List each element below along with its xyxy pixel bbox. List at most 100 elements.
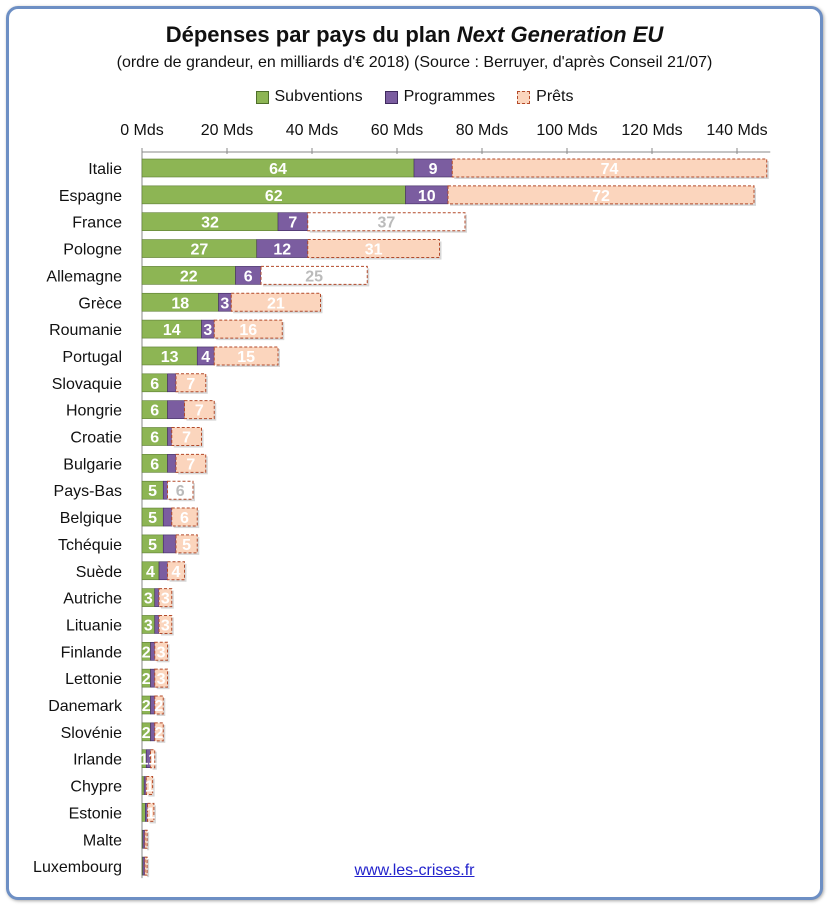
- bar-prets: [144, 829, 148, 849]
- y-category-label: Roumanie: [49, 322, 122, 339]
- y-category-label: Lituanie: [66, 617, 122, 634]
- legend-swatch-subventions: [255, 90, 269, 104]
- data-label-prets: 21: [267, 295, 285, 312]
- legend-swatch-programmes: [384, 90, 398, 104]
- y-category-label: Grèce: [78, 295, 122, 312]
- bar-prets: [167, 561, 185, 581]
- x-tick-label: 120 Mds: [621, 122, 682, 139]
- data-label-programmes: 3: [220, 295, 229, 312]
- data-label-prets: 1: [146, 805, 155, 822]
- bar-prets: [147, 802, 155, 822]
- bar-programmes: [150, 668, 156, 688]
- y-category-label: Belgique: [60, 510, 122, 527]
- legend-label-programmes: Programmes: [403, 88, 496, 105]
- bar-programmes: [162, 534, 177, 554]
- data-label-subventions: 1: [140, 752, 149, 769]
- data-label-subventions: 2: [142, 698, 151, 715]
- data-label-programmes: 3: [203, 322, 212, 339]
- y-category-label: Hongrie: [66, 403, 122, 420]
- data-label-prets: 16: [239, 322, 257, 339]
- data-label-subventions: 62: [265, 188, 283, 205]
- bar-prets: [260, 265, 368, 285]
- bar-programmes: [162, 480, 168, 500]
- data-label-prets: 7: [182, 430, 191, 447]
- legend-item-programmes: Programmes: [384, 88, 496, 106]
- y-category-label: Pologne: [63, 242, 122, 259]
- data-label-programmes: 6: [244, 268, 253, 285]
- data-label-prets: 15: [237, 349, 255, 366]
- data-label-prets: 3: [157, 644, 166, 661]
- y-category-label: Estonie: [69, 805, 122, 822]
- data-label-prets: 74: [601, 161, 619, 178]
- legend-swatch-prets: [517, 90, 531, 104]
- y-category-label: Croatie: [70, 430, 122, 447]
- y-category-label: Malte: [83, 832, 122, 849]
- bar-prets: [184, 400, 215, 420]
- bar-prets: [158, 614, 173, 634]
- data-label-prets: 7: [186, 376, 195, 393]
- data-label-prets: 2: [155, 698, 164, 715]
- data-label-subventions: 18: [171, 295, 189, 312]
- y-category-label: Allemagne: [46, 268, 122, 285]
- data-label-subventions: 5: [148, 510, 157, 527]
- bar-programmes: [167, 454, 177, 473]
- data-label-subventions: 2: [142, 671, 151, 688]
- bar-prets: [154, 641, 168, 661]
- bar-programmes: [167, 373, 177, 393]
- y-category-label: Tchéquie: [58, 537, 122, 554]
- bar-prets: [171, 427, 202, 446]
- source-link[interactable]: www.les-crises.fr: [354, 862, 475, 879]
- bar-prets: [145, 776, 154, 796]
- bar-programmes: [167, 427, 173, 446]
- bar-programmes: [154, 588, 160, 607]
- data-label-prets: 6: [180, 510, 189, 527]
- x-tick-label: 140 Mds: [706, 122, 767, 139]
- data-label-subventions: 13: [161, 349, 179, 366]
- y-category-label: Autriche: [63, 591, 122, 608]
- data-label-prets: 7: [195, 403, 204, 420]
- bar-programmes: [162, 507, 173, 527]
- bar-prets: [171, 507, 198, 527]
- legend-item-prets: Prêts: [517, 88, 573, 106]
- data-label-programmes: 12: [273, 242, 291, 259]
- data-label-subventions: 27: [190, 242, 208, 259]
- data-label-subventions: 2: [142, 644, 151, 661]
- y-category-label: Italie: [88, 161, 122, 178]
- data-label-prets: 7: [186, 456, 195, 473]
- y-category-label: Finlande: [61, 644, 122, 661]
- data-label-prets: 3: [157, 671, 166, 688]
- chart-legend: Subventions Programmes Prêts: [0, 88, 829, 106]
- bar-prets-shadow: [146, 859, 150, 878]
- legend-item-subventions: Subventions: [255, 88, 363, 106]
- data-label-programmes: 10: [418, 188, 436, 205]
- data-label-subventions: 3: [144, 591, 153, 608]
- data-label-prets: 31: [365, 242, 383, 259]
- y-category-label: Danemark: [48, 698, 123, 715]
- bar-prets: [154, 722, 164, 742]
- data-label-subventions: 3: [144, 617, 153, 634]
- data-label-prets: 1: [148, 752, 157, 769]
- data-label-prets: 1: [145, 779, 154, 796]
- bar-prets: [158, 588, 173, 608]
- y-category-label: Chypre: [70, 779, 122, 796]
- bar-programmes: [167, 400, 185, 419]
- data-label-subventions: 4: [146, 564, 155, 581]
- bar-prets: [447, 185, 755, 205]
- y-category-label: Slovénie: [61, 725, 122, 742]
- bar-programmes: [158, 561, 168, 581]
- bar-prets: [175, 534, 198, 554]
- y-category-label: Irlande: [73, 752, 122, 769]
- data-label-prets: 6: [176, 483, 185, 500]
- data-label-subventions: 64: [269, 161, 287, 178]
- data-label-subventions: 6: [150, 403, 159, 420]
- data-label-prets: 2: [155, 725, 164, 742]
- chart-subtitle: (ordre de grandeur, en milliards d'€ 201…: [116, 54, 713, 71]
- data-label-subventions: 6: [150, 430, 159, 447]
- bar-prets: [144, 856, 148, 876]
- data-label-subventions: 32: [201, 215, 219, 232]
- x-tick-label: 80 Mds: [456, 122, 508, 139]
- data-label-subventions: 14: [163, 322, 181, 339]
- y-category-label: Slovaquie: [52, 376, 122, 393]
- data-label-programmes: 7: [288, 215, 297, 232]
- x-tick-label: 60 Mds: [371, 122, 423, 139]
